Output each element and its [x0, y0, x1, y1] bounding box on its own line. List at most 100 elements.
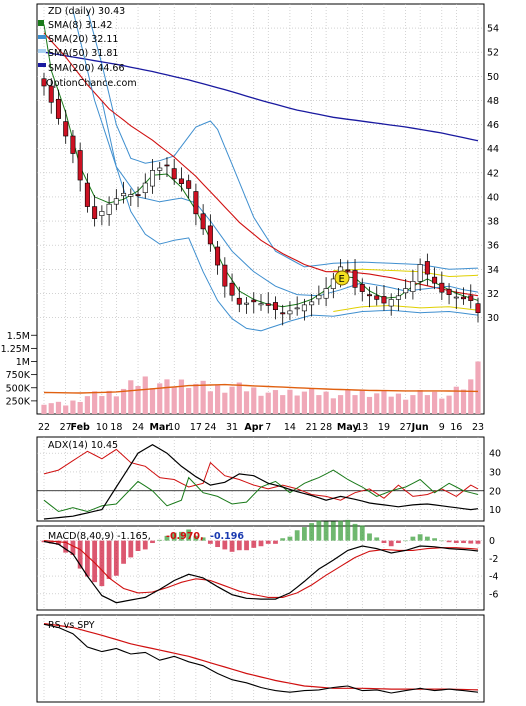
- candle-body: [244, 302, 250, 305]
- candle: [150, 158, 156, 194]
- candle-body: [330, 278, 336, 289]
- volume-bar: [128, 380, 134, 414]
- macd-hist-bar: [164, 535, 170, 541]
- candle: [171, 158, 177, 185]
- volume-bar: [417, 390, 423, 414]
- adx-ytick-label: 20: [489, 486, 501, 497]
- candle-body: [92, 206, 98, 219]
- macd-hist-bar: [410, 536, 416, 541]
- candle: [374, 286, 380, 306]
- x-tick-label: 24: [132, 422, 144, 433]
- volume-bar: [70, 400, 76, 414]
- volume-bar: [207, 391, 213, 414]
- candle-body: [70, 135, 76, 154]
- candle-body: [164, 164, 170, 167]
- macd-hist-bar: [316, 520, 322, 541]
- sma200-line: [43, 51, 479, 142]
- macd-plot: [41, 519, 481, 604]
- volume-bar: [193, 383, 199, 414]
- volume-ma-line: [43, 383, 479, 394]
- macd-hist-bar: [85, 540, 90, 577]
- volume-bar: [301, 391, 307, 414]
- macd-hist-bar: [236, 540, 242, 551]
- macd-title: MACD(8,40,9) -1.165,: [48, 531, 151, 542]
- price-ytick-label: 44: [487, 144, 499, 155]
- volume-bar: [294, 395, 300, 414]
- rs-ma-line: [43, 623, 479, 691]
- candle: [265, 292, 271, 314]
- volume-bar: [120, 388, 127, 414]
- volume-bar: [468, 379, 474, 414]
- candle: [475, 297, 481, 323]
- macd-hist-bar: [135, 540, 141, 552]
- legend-swatch-sma8: [38, 20, 44, 26]
- x-tick-label: 17: [190, 422, 202, 433]
- macd-hist-bar: [99, 540, 105, 587]
- earnings-marker: E: [334, 270, 350, 286]
- price-ytick-label: 36: [487, 241, 499, 252]
- candle: [92, 195, 98, 227]
- x-tick-label: 23: [472, 422, 484, 433]
- candle: [164, 157, 170, 178]
- volume-bar: [352, 395, 358, 414]
- macd-hist-bar: [367, 533, 372, 541]
- lower-envelope: [333, 304, 479, 312]
- legend-sma200: SMA(200) 44.66: [48, 63, 125, 74]
- legend-sma20: SMA(20) 32.11: [48, 34, 118, 45]
- price-ytick-label: 52: [487, 48, 499, 59]
- candle: [403, 278, 409, 299]
- volume-bar: [92, 391, 98, 414]
- price-ytick-label: 46: [487, 120, 499, 131]
- macd-hist-bar: [461, 540, 466, 544]
- macd-hist-bar: [287, 536, 293, 541]
- price-ytick-label: 32: [487, 289, 499, 300]
- candle-body: [121, 193, 127, 197]
- candle-body: [142, 182, 148, 194]
- macd-hist-bar: [439, 540, 445, 542]
- volume-bar: [424, 395, 430, 414]
- macd-hist-bar: [475, 540, 481, 544]
- candle: [301, 298, 307, 321]
- x-tick-label: 14: [284, 422, 296, 433]
- candle-body: [215, 246, 221, 266]
- candle-body: [381, 296, 387, 304]
- volume-bar: [142, 376, 148, 414]
- macd-hist-bar: [294, 530, 300, 541]
- candle: [424, 253, 430, 286]
- volume-bar: [395, 393, 402, 414]
- x-tick-label: 13: [356, 422, 368, 433]
- volume-bar: [432, 391, 438, 414]
- candle: [222, 257, 228, 298]
- macd-hist-bar: [417, 534, 423, 541]
- macd-hist-bar: [193, 535, 199, 541]
- volume-bar: [381, 390, 387, 414]
- x-tick-label: 9: [439, 422, 445, 433]
- x-tick-label: Feb: [70, 422, 90, 433]
- volume-plot: [41, 361, 481, 414]
- candle-body: [410, 281, 416, 292]
- candle-body: [374, 295, 380, 300]
- macd-hist-bar: [92, 540, 98, 583]
- candle-body: [403, 288, 409, 294]
- candle: [258, 294, 264, 311]
- legend-swatch-sma20: [38, 35, 46, 39]
- volume-bar: [222, 392, 228, 414]
- candle-body: [424, 261, 430, 275]
- volume-bar: [157, 383, 163, 414]
- macd-hist-value: -0.196: [210, 531, 244, 542]
- x-tick-label: 18: [110, 422, 122, 433]
- volume-bar: [453, 386, 459, 414]
- earnings-marker-letter: E: [339, 274, 345, 285]
- volume-bar: [99, 396, 105, 414]
- volume-bar: [77, 401, 83, 414]
- volume-bar: [446, 395, 452, 414]
- candle: [381, 284, 387, 311]
- x-tick-label: 10: [168, 422, 180, 433]
- volume-bar: [200, 380, 206, 414]
- candle-body: [287, 310, 293, 315]
- price-ytick-label: 50: [487, 72, 499, 83]
- volume-bar: [475, 361, 481, 414]
- candle: [272, 296, 278, 320]
- volume-bar: [403, 399, 409, 414]
- candle: [439, 271, 445, 301]
